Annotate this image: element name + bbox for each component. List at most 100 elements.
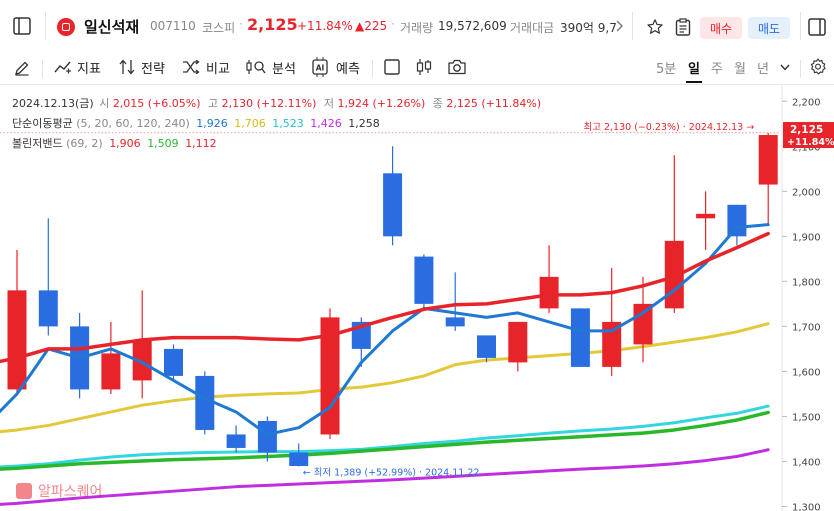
period-week[interactable]: 주 <box>711 62 723 77</box>
svg-text:AI: AI <box>316 64 325 73</box>
price-chart[interactable]: 1,300 1,400 1,500 1,600 1,700 1,800 1,900 2,000… <box>0 84 834 511</box>
candle-body[interactable] <box>445 317 465 327</box>
watermark-logo-icon <box>16 483 32 499</box>
bb-params: (69, 2) <box>66 137 103 150</box>
legend-open: 2,015 (+6.05%) <box>112 97 201 110</box>
bb-legend: 볼린저밴드 (69, 2) 1,906 1,509 1,112 <box>12 135 217 151</box>
sma-value-60: 1,523 <box>272 117 304 130</box>
legend-high-label: 고 <box>208 97 219 110</box>
predict-label: 예측 <box>336 61 360 77</box>
y-tick-label: 1,500 <box>792 412 821 423</box>
candle-body[interactable] <box>477 335 496 358</box>
compare-label: 비교 <box>206 61 230 77</box>
buy-button[interactable]: 매수 <box>700 17 742 39</box>
candle-body[interactable] <box>508 321 528 363</box>
watermark-text: 알파스퀘어 <box>38 484 103 500</box>
analysis-button[interactable]: 분석 <box>246 56 296 78</box>
analysis-label: 분석 <box>272 61 296 77</box>
sma-value-5: 1,926 <box>196 117 228 130</box>
change-percent: +11.84% <box>297 19 353 33</box>
candle-body[interactable] <box>602 321 622 367</box>
candle-body[interactable] <box>539 276 559 309</box>
bb-label: 볼린저밴드 <box>12 137 63 150</box>
stock-header: 일신석재 007110 코스피 · 2,125 +11.84% ▲225 · 거… <box>0 0 834 53</box>
sma-params: (5, 20, 60, 120, 240) <box>76 117 190 130</box>
settings-gear-icon[interactable] <box>808 57 828 77</box>
sma-label: 단순이동평균 <box>12 117 73 130</box>
price-badge-change: +11.84% <box>787 137 834 148</box>
candle-body[interactable] <box>320 317 340 435</box>
predict-button[interactable]: AI 예측 <box>310 56 360 78</box>
shuffle-icon <box>183 60 200 74</box>
candle-body[interactable] <box>289 452 309 466</box>
indicator-icon <box>54 61 71 74</box>
legend-high: 2,130 (+12.11%) <box>221 97 317 110</box>
candle-body[interactable] <box>164 348 183 376</box>
current-price: 2,125 <box>247 15 298 34</box>
amount-label: 거래대금 <box>510 21 555 35</box>
candle-body[interactable] <box>570 308 590 367</box>
series-line-ma60 <box>0 322 770 434</box>
series-line-purple <box>0 448 770 506</box>
clipboard-icon[interactable] <box>672 16 694 38</box>
y-tick-label: 1,600 <box>792 367 821 378</box>
y-tick-label: 1,900 <box>792 232 821 243</box>
sidebar-toggle-icon[interactable] <box>12 16 32 36</box>
price-badge <box>783 122 834 149</box>
pencil-icon[interactable] <box>12 58 32 78</box>
candle-body[interactable] <box>38 290 58 327</box>
candle-body[interactable] <box>101 353 121 390</box>
period-day[interactable]: 일 <box>686 58 702 83</box>
square-icon[interactable] <box>382 57 402 77</box>
market-name: 코스피 <box>202 21 236 35</box>
period-5min[interactable]: 5분 <box>656 62 677 77</box>
min-annotation: ← 최저 1,389 (+52.99%) · 2024.11.22 <box>303 467 480 478</box>
legend-date: 2024.12.13(금) <box>12 97 94 110</box>
chevron-right-icon[interactable] <box>614 18 626 34</box>
change-amount: ▲225 <box>355 19 388 33</box>
stock-name[interactable]: 일신석재 <box>84 18 140 36</box>
candle-body[interactable] <box>132 339 152 381</box>
volume-value: 19,572,609 <box>438 19 507 33</box>
panel-toggle-icon[interactable] <box>806 16 828 38</box>
sell-button[interactable]: 매도 <box>748 17 790 39</box>
candle-body[interactable] <box>696 213 716 219</box>
candle-body[interactable] <box>226 434 246 448</box>
legend-open-label: 시 <box>99 97 110 110</box>
compare-button[interactable]: 비교 <box>182 56 230 78</box>
series-line-ma20 <box>0 231 770 364</box>
sma-value-120: 1,426 <box>310 117 342 130</box>
indicator-button[interactable]: 지표 <box>54 56 101 78</box>
period-year[interactable]: 년 <box>757 62 769 77</box>
camera-icon[interactable] <box>446 57 468 77</box>
price-badge-value: 2,125 <box>790 124 823 136</box>
stock-code: 007110 <box>150 19 196 33</box>
strategy-button[interactable]: 전략 <box>118 56 165 78</box>
candle-body[interactable] <box>727 204 747 237</box>
max-annotation: 최고 2,130 (−0.23%) · 2024.12.13 → <box>583 122 754 133</box>
candle-body[interactable] <box>633 303 653 345</box>
candle-body[interactable] <box>758 135 778 185</box>
candle-body[interactable] <box>7 290 27 390</box>
stock-logo <box>57 18 75 36</box>
y-tick-label: 1,800 <box>792 277 821 288</box>
series-line-ma240 <box>0 410 770 471</box>
candle-body[interactable] <box>664 240 684 309</box>
candle-style-icon[interactable] <box>414 57 434 77</box>
candle-body[interactable] <box>383 173 403 237</box>
legend-low: 1,924 (+1.26%) <box>337 97 426 110</box>
legend-close-label: 종 <box>432 97 443 110</box>
period-month[interactable]: 월 <box>734 62 746 77</box>
candle-body[interactable] <box>195 375 215 430</box>
star-icon[interactable] <box>644 16 666 38</box>
candle-body[interactable] <box>414 256 434 304</box>
ohlc-legend: 2024.12.13(금) 시 2,015 (+6.05%) 고 2,130 (… <box>12 95 541 111</box>
y-tick-label: 2,200 <box>792 97 821 108</box>
sma-value-240: 1,258 <box>348 117 380 130</box>
candle-body[interactable] <box>257 420 277 453</box>
y-tick-label: 1,700 <box>792 322 821 333</box>
chevron-down-icon[interactable] <box>778 60 792 74</box>
volume-label: 거래량 <box>400 21 434 35</box>
series-line-ma120 <box>0 404 770 469</box>
strategy-icon <box>119 59 135 75</box>
